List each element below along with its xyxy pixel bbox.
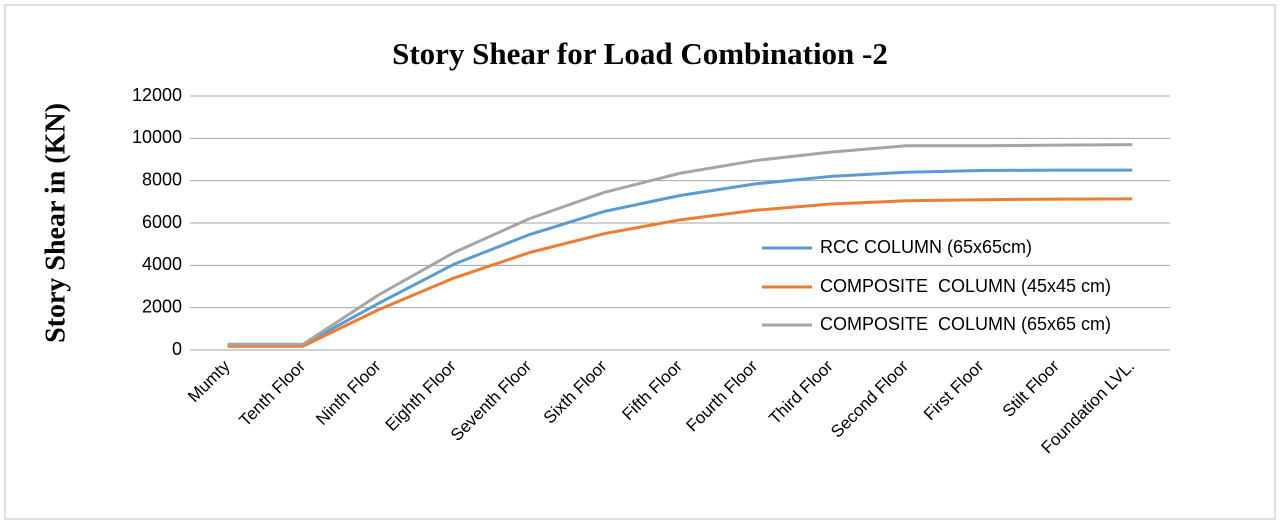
series-line xyxy=(227,197,1133,348)
y-tick-label: 6000 xyxy=(142,212,182,232)
series-line xyxy=(227,143,1133,346)
y-tick-label: 2000 xyxy=(142,296,182,316)
y-tick-label: 0 xyxy=(172,339,182,359)
chart-border xyxy=(4,4,1276,520)
series-line xyxy=(227,168,1133,347)
y-tick-label: 12000 xyxy=(132,85,182,105)
y-axis-label: Story Shear in (KN) xyxy=(40,103,71,343)
legend-label: RCC COLUMN (65x65cm) xyxy=(820,237,1032,257)
y-tick-label: 8000 xyxy=(142,169,182,189)
legend-label: COMPOSITE COLUMN (45x45 cm) xyxy=(820,276,1111,296)
chart-title: Story Shear for Load Combination -2 xyxy=(392,36,888,71)
y-tick-label: 10000 xyxy=(132,127,182,147)
y-tick-label: 4000 xyxy=(142,254,182,274)
legend-label: COMPOSITE COLUMN (65x65 cm) xyxy=(820,314,1111,334)
